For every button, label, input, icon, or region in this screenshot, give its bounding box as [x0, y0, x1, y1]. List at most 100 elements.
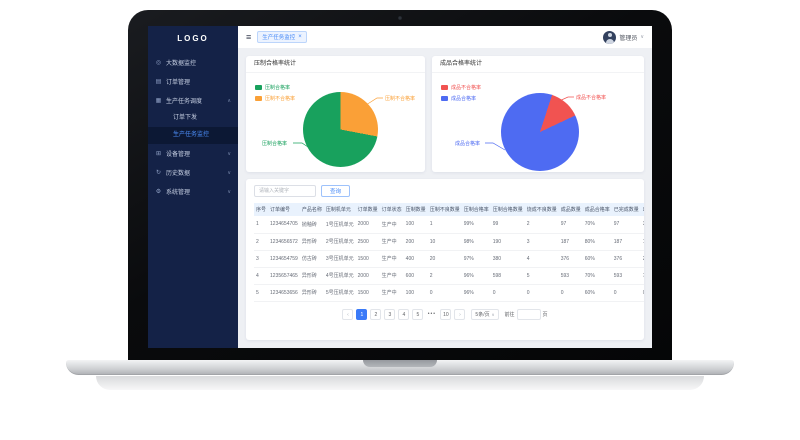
table-header-cell: 压制机单元	[323, 203, 356, 216]
page-button[interactable]: 1	[356, 308, 368, 320]
orders-table-card: 查询 序号订单编号产品名称压制机单元订单数量订单状态压制数量压制不良数量压制合格…	[246, 179, 644, 340]
chart-body: 压制合格率 压制不合格率	[246, 73, 425, 172]
screen-display: LOGO ◎ 大数据监控 ▤ 订单管理 ▦ 生产任务调度 ∧ 订单下发 生产任务监控 ⊞ 设备管理 ∨…	[148, 26, 652, 348]
table-cell: 2号压机单元	[323, 233, 356, 251]
table-cell: 2	[524, 216, 559, 234]
table-header-cell: 已完成数量	[611, 203, 641, 216]
table-cell: 60%	[582, 284, 612, 302]
page-button[interactable]: 5	[412, 308, 424, 320]
table-row: 5 1234653656 异形砖 5号压机单元 1500 生产中 100 0 96% 0 0 0 60%…	[254, 284, 644, 302]
table-cell: 97	[611, 216, 641, 234]
table-cell: 2000	[355, 267, 380, 285]
sidebar-item[interactable]: ◎ 大数据监控	[148, 53, 238, 72]
sidebar: LOGO ◎ 大数据监控 ▤ 订单管理 ▦ 生产任务调度 ∧ 订单下发 生产任务监控 ⊞ 设备管理 ∨…	[148, 26, 238, 348]
table-cell: 99	[490, 216, 525, 234]
table-header-cell: 成品合格率	[582, 203, 612, 216]
avatar	[603, 30, 617, 44]
table-cell: 593	[611, 267, 641, 285]
table-cell: 1	[427, 216, 462, 234]
chart-legend: 压制合格率 压制不合格率	[255, 84, 295, 102]
prev-page-button[interactable]: ‹	[342, 308, 354, 320]
table-cell: 生产中	[379, 216, 404, 234]
sidebar-item[interactable]: ⚙ 系统管理 ∨	[148, 182, 238, 201]
table-cell: 70%	[582, 216, 612, 234]
table-cell: 2	[427, 267, 462, 285]
sidebar-item[interactable]: ⊞ 设备管理 ∨	[148, 144, 238, 163]
chart-card-pressing: 压制合格率统计 压制合格率 压制不合格率	[246, 56, 425, 172]
table-cell: 1	[254, 216, 269, 234]
legend-label: 压制不合格率	[265, 96, 296, 102]
sidebar-item-label: 设备管理	[166, 152, 191, 158]
sidebar-item-label: 生产任务调度	[166, 99, 203, 105]
table-cell: 0	[524, 284, 559, 302]
table-cell: 4号压机单元	[323, 267, 356, 285]
chart-title: 压制合格率统计	[246, 56, 425, 73]
legend-label: 成品不合格率	[451, 85, 482, 91]
table-cell: 1234654705	[268, 216, 300, 234]
table-cell: 5	[524, 267, 559, 285]
table-cell: 7	[640, 267, 644, 285]
legend-label: 压制合格率	[265, 85, 291, 91]
table-cell: 400	[403, 250, 428, 268]
legend-item[interactable]: 压制合格率	[255, 84, 295, 91]
search-button[interactable]: 查询	[321, 185, 351, 197]
callout-line	[556, 96, 574, 103]
content-area: 压制合格率统计 压制合格率 压制不合格率	[238, 48, 652, 348]
table-cell: 187	[611, 233, 641, 251]
table-cell: 24	[640, 250, 644, 268]
table-header-cell: 烧成不良数量	[524, 203, 559, 216]
menu-fold-icon[interactable]: ≡	[246, 31, 252, 42]
page-button[interactable]: 10	[440, 308, 452, 320]
sidebar-subitem[interactable]: 订单下发	[173, 115, 198, 121]
sidebar-subitem[interactable]: 生产任务监控	[148, 127, 238, 144]
table-cell: 380	[490, 250, 525, 268]
table-cell: 生产中	[379, 233, 404, 251]
charts-row: 压制合格率统计 压制合格率 压制不合格率	[246, 56, 644, 172]
table-row: 4 1235657465 异形砖 4号压机单元 2000 生产中 600 2 96% 598 5 59…	[254, 267, 644, 285]
search-input[interactable]	[254, 185, 316, 197]
table-cell: 593	[558, 267, 583, 285]
table-cell: 96%	[461, 284, 491, 302]
laptop-screen: LOGO ◎ 大数据监控 ▤ 订单管理 ▦ 生产任务调度 ∧ 订单下发 生产任务监控 ⊞ 设备管理 ∨…	[128, 10, 672, 360]
sidebar-item[interactable]: ▦ 生产任务调度 ∧	[148, 91, 238, 110]
table-cell: 2500	[355, 233, 380, 251]
page-button[interactable]: 3	[384, 308, 396, 320]
sidebar-item[interactable]: ▤ 订单管理	[148, 72, 238, 91]
page-button[interactable]: 4	[398, 308, 410, 320]
table-cell: 0	[558, 284, 583, 302]
page-size-select[interactable]: 5条/页 ∨	[471, 308, 499, 320]
laptop-base	[66, 360, 734, 375]
active-tab-tag[interactable]: 生产任务监控 ×	[257, 31, 307, 43]
search-row: 查询	[254, 185, 636, 197]
legend-item[interactable]: 压制不合格率	[255, 95, 295, 102]
next-page-button[interactable]: ›	[454, 308, 466, 320]
pagination: ‹ 1 2 3 4 5 ••• 10 › 5条/页 ∨ 前往 页	[254, 308, 636, 320]
table-cell: 97	[558, 216, 583, 234]
page-button[interactable]: 2	[370, 308, 382, 320]
legend-item[interactable]: 成品不合格率	[441, 84, 481, 91]
user-menu[interactable]: 管理员 ∨	[603, 30, 644, 44]
table-cell: 2000	[355, 216, 380, 234]
goto-page: 前往 页	[505, 308, 548, 320]
goto-page-input[interactable]	[516, 308, 541, 320]
chevron-down-icon: ∨	[227, 169, 231, 176]
table-cell: 99%	[461, 216, 491, 234]
orders-table: 序号 订单编号 产品名称 压制机单元 订单数量 订单状态 压制数量 压制不良数量 压制合格率 压制…	[254, 203, 644, 302]
user-name: 管理员	[619, 35, 638, 42]
table-cell: 0	[490, 284, 525, 302]
chart-body: 成品不合格率 成品合格率	[432, 73, 644, 172]
main-area: ≡ 生产任务监控 × 管理员 ∨ 压制合格率统计	[238, 26, 652, 348]
table-cell: 1号压机单元	[323, 216, 356, 234]
legend-swatch	[255, 85, 262, 90]
chevron-down-icon: ∨	[640, 34, 644, 40]
goto-unit: 页	[542, 311, 548, 318]
table-cell: 5号压机单元	[323, 284, 356, 302]
sidebar-item[interactable]: ↻ 历史数据 ∨	[148, 163, 238, 182]
history-icon: ↻	[155, 170, 162, 176]
legend-item[interactable]: 成品合格率	[441, 95, 481, 102]
table-cell: 生产中	[379, 284, 404, 302]
page-ellipsis[interactable]: •••	[427, 310, 437, 317]
table-cell: 3	[524, 233, 559, 251]
close-icon[interactable]: ×	[298, 34, 302, 40]
table-header-cell: 订单编号	[268, 203, 300, 216]
